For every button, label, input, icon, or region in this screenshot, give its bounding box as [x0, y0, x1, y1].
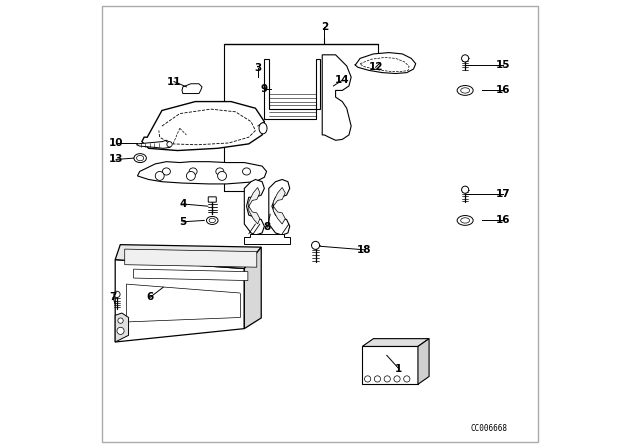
- Ellipse shape: [457, 86, 473, 95]
- Ellipse shape: [163, 168, 170, 175]
- Text: 7: 7: [109, 293, 116, 302]
- Polygon shape: [244, 180, 264, 235]
- Ellipse shape: [461, 218, 470, 223]
- Polygon shape: [244, 247, 261, 329]
- Polygon shape: [264, 59, 320, 119]
- Text: 12: 12: [369, 62, 383, 72]
- Ellipse shape: [136, 155, 144, 161]
- Ellipse shape: [216, 168, 224, 175]
- Polygon shape: [182, 84, 202, 94]
- Ellipse shape: [207, 216, 218, 224]
- Text: 6: 6: [147, 293, 154, 302]
- Circle shape: [384, 376, 390, 382]
- Text: 10: 10: [109, 138, 124, 148]
- Polygon shape: [244, 234, 290, 244]
- Circle shape: [218, 172, 227, 181]
- Circle shape: [365, 376, 371, 382]
- Text: 11: 11: [166, 77, 181, 86]
- Circle shape: [118, 318, 124, 323]
- Circle shape: [167, 142, 172, 147]
- Polygon shape: [115, 245, 261, 268]
- Polygon shape: [362, 339, 429, 346]
- Text: CC006668: CC006668: [470, 424, 508, 433]
- Polygon shape: [362, 346, 418, 384]
- Text: 5: 5: [179, 217, 186, 227]
- Circle shape: [394, 376, 400, 382]
- Circle shape: [312, 241, 319, 250]
- Text: 2: 2: [321, 22, 328, 32]
- Circle shape: [186, 172, 195, 181]
- Polygon shape: [355, 52, 416, 73]
- Text: 1: 1: [395, 364, 403, 374]
- Circle shape: [404, 376, 410, 382]
- Text: 13: 13: [109, 155, 124, 164]
- Text: 16: 16: [496, 86, 511, 95]
- Ellipse shape: [259, 123, 267, 134]
- Circle shape: [117, 327, 124, 334]
- Text: 15: 15: [496, 60, 511, 69]
- Polygon shape: [249, 188, 260, 224]
- Polygon shape: [134, 269, 248, 280]
- Text: 8: 8: [264, 222, 271, 232]
- Polygon shape: [269, 180, 290, 235]
- Text: 9: 9: [260, 84, 268, 94]
- FancyBboxPatch shape: [208, 197, 216, 202]
- Text: 17: 17: [496, 189, 511, 199]
- Text: 14: 14: [335, 75, 349, 85]
- Polygon shape: [138, 162, 267, 184]
- Ellipse shape: [189, 168, 197, 175]
- Ellipse shape: [457, 215, 473, 225]
- Polygon shape: [273, 188, 285, 224]
- Ellipse shape: [243, 168, 250, 175]
- Circle shape: [374, 376, 381, 382]
- Ellipse shape: [461, 88, 470, 93]
- Text: 18: 18: [357, 245, 372, 255]
- Circle shape: [461, 186, 468, 193]
- Polygon shape: [115, 313, 129, 342]
- Text: 3: 3: [254, 63, 261, 73]
- Polygon shape: [418, 339, 429, 384]
- Text: 4: 4: [179, 199, 186, 209]
- Ellipse shape: [134, 154, 147, 163]
- Polygon shape: [125, 249, 257, 267]
- Ellipse shape: [209, 218, 216, 223]
- Polygon shape: [322, 55, 351, 140]
- Circle shape: [461, 55, 468, 62]
- Polygon shape: [142, 102, 264, 151]
- Polygon shape: [115, 260, 244, 342]
- Text: 16: 16: [496, 215, 511, 225]
- Polygon shape: [136, 140, 171, 148]
- Circle shape: [114, 291, 120, 297]
- Circle shape: [156, 172, 164, 181]
